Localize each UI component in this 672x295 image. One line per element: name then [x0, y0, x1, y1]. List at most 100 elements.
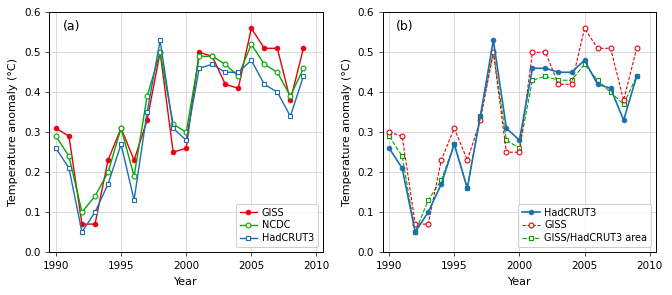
Line: NCDC: NCDC	[54, 42, 306, 214]
GISS/HadCRUT3 area	[450, 142, 458, 146]
GISS	[450, 127, 458, 130]
NCDC	[247, 42, 255, 46]
GISS	[567, 83, 575, 86]
GISS	[130, 158, 138, 162]
HadCRUT3	[581, 58, 589, 62]
X-axis label: Year: Year	[507, 277, 532, 287]
HadCRUT3	[208, 63, 216, 66]
GISS/HadCRUT3 area	[528, 78, 536, 82]
NCDC	[286, 94, 294, 98]
GISS	[620, 99, 628, 102]
GISS/HadCRUT3 area	[437, 178, 446, 182]
Line: HadCRUT3: HadCRUT3	[54, 38, 306, 235]
GISS	[489, 50, 497, 54]
HadCRUT3	[632, 75, 640, 78]
GISS	[581, 27, 589, 30]
HadCRUT3	[91, 210, 99, 214]
HadCRUT3	[476, 114, 485, 118]
GISS/HadCRUT3 area	[424, 198, 432, 202]
NCDC	[143, 94, 151, 98]
HadCRUT3	[542, 66, 550, 70]
NCDC	[52, 135, 60, 138]
GISS/HadCRUT3 area	[489, 50, 497, 54]
HadCRUT3	[78, 230, 86, 234]
NCDC	[91, 194, 99, 198]
GISS/HadCRUT3 area	[385, 135, 393, 138]
GISS/HadCRUT3 area	[398, 154, 406, 158]
GISS	[424, 222, 432, 226]
GISS	[104, 158, 112, 162]
GISS	[117, 127, 125, 130]
HadCRUT3	[221, 71, 229, 74]
NCDC	[169, 122, 177, 126]
Y-axis label: Temperature anomaly (°C): Temperature anomaly (°C)	[341, 58, 351, 206]
GISS/HadCRUT3 area	[476, 114, 485, 118]
HadCRUT3	[554, 71, 562, 74]
HadCRUT3	[156, 39, 164, 42]
Line: HadCRUT3: HadCRUT3	[386, 38, 639, 235]
NCDC	[274, 71, 282, 74]
GISS	[542, 50, 550, 54]
HadCRUT3	[52, 146, 60, 150]
HadCRUT3	[65, 166, 73, 170]
HadCRUT3	[567, 71, 575, 74]
Line: GISS/HadCRUT3 area: GISS/HadCRUT3 area	[386, 50, 639, 235]
HadCRUT3	[235, 71, 243, 74]
GISS	[503, 150, 511, 154]
HadCRUT3	[593, 83, 601, 86]
Text: (a): (a)	[63, 19, 81, 32]
HadCRUT3	[169, 127, 177, 130]
GISS	[182, 146, 190, 150]
GISS	[65, 135, 73, 138]
HadCRUT3	[411, 230, 419, 234]
HadCRUT3	[274, 91, 282, 94]
GISS	[156, 50, 164, 54]
Legend: GISS, NCDC, HadCRUT3: GISS, NCDC, HadCRUT3	[236, 204, 318, 247]
NCDC	[260, 63, 268, 66]
HadCRUT3	[398, 166, 406, 170]
GISS	[91, 222, 99, 226]
HadCRUT3	[620, 119, 628, 122]
NCDC	[104, 171, 112, 174]
GISS	[221, 83, 229, 86]
GISS	[274, 47, 282, 50]
GISS/HadCRUT3 area	[542, 75, 550, 78]
GISS	[260, 47, 268, 50]
NCDC	[235, 75, 243, 78]
GISS	[169, 150, 177, 154]
NCDC	[195, 55, 203, 58]
GISS	[385, 130, 393, 134]
Legend: HadCRUT3, GISS, GISS/HadCRUT3 area: HadCRUT3, GISS, GISS/HadCRUT3 area	[518, 204, 651, 247]
HadCRUT3	[182, 138, 190, 142]
HadCRUT3	[515, 138, 523, 142]
GISS	[593, 47, 601, 50]
HadCRUT3	[503, 127, 511, 130]
GISS/HadCRUT3 area	[567, 78, 575, 82]
GISS/HadCRUT3 area	[515, 146, 523, 150]
HadCRUT3	[195, 66, 203, 70]
HadCRUT3	[130, 198, 138, 202]
GISS/HadCRUT3 area	[632, 75, 640, 78]
NCDC	[130, 174, 138, 178]
HadCRUT3	[260, 83, 268, 86]
GISS/HadCRUT3 area	[607, 91, 615, 94]
NCDC	[117, 127, 125, 130]
HadCRUT3	[104, 182, 112, 186]
HadCRUT3	[450, 142, 458, 146]
Line: GISS: GISS	[386, 26, 639, 227]
GISS	[52, 127, 60, 130]
Line: GISS: GISS	[54, 26, 306, 227]
GISS	[411, 222, 419, 226]
HadCRUT3	[247, 58, 255, 62]
NCDC	[221, 63, 229, 66]
NCDC	[156, 50, 164, 54]
HadCRUT3	[463, 186, 471, 190]
Text: (b): (b)	[396, 19, 414, 32]
GISS	[286, 99, 294, 102]
HadCRUT3	[385, 146, 393, 150]
GISS/HadCRUT3 area	[503, 138, 511, 142]
GISS	[398, 135, 406, 138]
X-axis label: Year: Year	[174, 277, 198, 287]
HadCRUT3	[528, 66, 536, 70]
GISS	[554, 83, 562, 86]
